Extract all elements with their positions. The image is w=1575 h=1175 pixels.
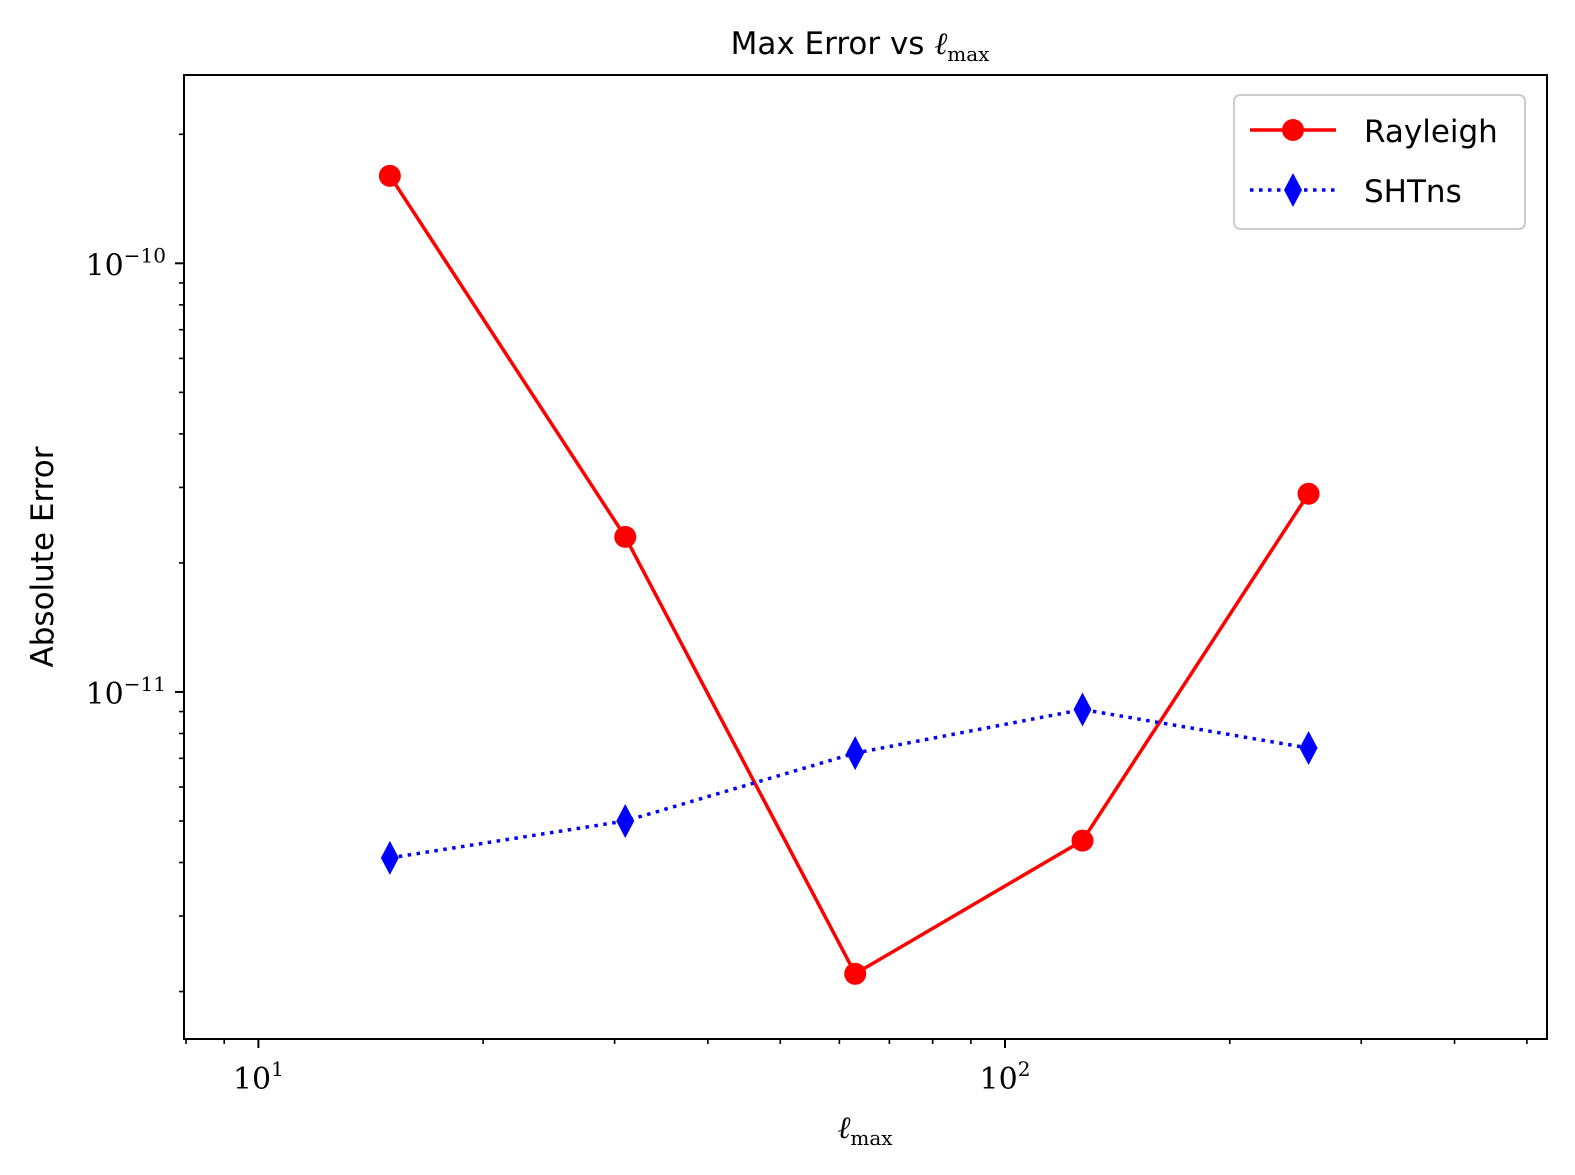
x-axis-label: ℓmax xyxy=(837,1110,893,1150)
x-tick-label: 102 xyxy=(980,1057,1031,1097)
chart-title-math-sub: max xyxy=(947,42,990,66)
series-layer xyxy=(378,164,1320,985)
data-point-rayleigh xyxy=(1071,829,1094,852)
data-point-rayleigh xyxy=(844,962,867,985)
chart-title: Max Error vs ℓmax xyxy=(731,26,991,66)
data-point-rayleigh xyxy=(614,525,637,548)
data-point-rayleigh xyxy=(378,164,401,187)
data-point-shtns xyxy=(380,840,399,875)
x-tick-label: 101 xyxy=(233,1057,284,1097)
y-axis-label: Absolute Error xyxy=(25,446,61,667)
chart-title-math: ℓ xyxy=(934,26,947,62)
plot-area-frame xyxy=(183,74,1548,1040)
data-point-rayleigh xyxy=(1297,482,1320,505)
data-point-shtns xyxy=(1299,730,1318,765)
legend-label-shtns: SHTns xyxy=(1364,174,1462,210)
chart-title-text: Max Error vs xyxy=(731,26,935,62)
y-tick-label: 10−10 xyxy=(86,243,166,283)
y-axis-ticks xyxy=(175,133,184,993)
y-tick-label: 10−11 xyxy=(86,672,166,712)
legend: Rayleigh SHTns xyxy=(1233,94,1526,230)
data-point-shtns xyxy=(1073,692,1092,727)
x-axis-ticks xyxy=(185,1039,1528,1048)
legend-marker-shtns xyxy=(1284,173,1302,207)
legend-label-rayleigh: Rayleigh xyxy=(1364,114,1498,150)
data-point-shtns xyxy=(846,736,865,771)
data-point-shtns xyxy=(616,803,635,838)
legend-marker-rayleigh xyxy=(1282,119,1304,141)
